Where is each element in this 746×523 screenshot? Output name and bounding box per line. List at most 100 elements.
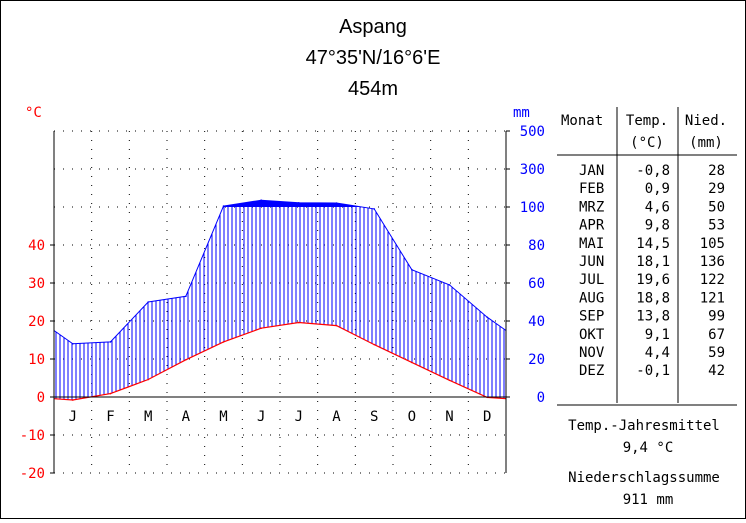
table-cell-month: SEP: [579, 309, 604, 325]
table-cell-precip: 136: [700, 254, 725, 270]
table-cell-precip: 42: [708, 363, 725, 379]
precip-tick-label: 300: [520, 162, 545, 178]
table-cell-temp: 19,6: [636, 272, 670, 288]
month-tick-label: M: [144, 409, 152, 425]
precipitation-point: [411, 268, 413, 271]
climate-table: Monat Temp. (°C) Nied. (mm) JAN -0,8 28 FEB…: [557, 107, 737, 406]
temperature-point: [222, 341, 225, 343]
precipitation-point: [72, 343, 74, 345]
temp-tick-label: 0: [37, 390, 45, 406]
precip-unit-label: mm: [513, 105, 530, 121]
temp-tick-label: 20: [28, 314, 45, 330]
month-tick-label: N: [445, 409, 453, 425]
precipitation-point: [260, 199, 262, 201]
table-cell-month: AUG: [579, 290, 604, 306]
precip-tick-label: 20: [528, 352, 545, 368]
temperature-point: [260, 327, 262, 330]
month-tick-label: A: [182, 409, 191, 425]
table-cell-temp: -0,1: [636, 363, 670, 379]
temp-unit-label: °C: [25, 105, 42, 121]
chart-titles: Aspang 47°35'N/16°6'E 454m: [306, 16, 441, 100]
month-tick-label: D: [483, 409, 491, 425]
annual-temp-label: Temp.-Jahresmittel: [568, 418, 720, 434]
table-cell-precip: 121: [700, 290, 725, 306]
table-cell-temp: 0,9: [645, 181, 670, 197]
table-cell-temp: 4,4: [645, 345, 670, 361]
temperature-point: [335, 324, 338, 327]
temperature-curve: [53, 321, 507, 401]
table-cell-month: NOV: [579, 345, 605, 361]
month-tick-label: J: [69, 409, 77, 425]
annual-precip-value: 911 mm: [623, 492, 674, 508]
precipitation-point: [298, 202, 300, 204]
table-header-temp: Temp.: [626, 113, 668, 129]
temperature-point: [411, 361, 413, 364]
table-cell-precip: 59: [708, 345, 725, 361]
precipitation-curve: [53, 199, 507, 345]
precipitation-point: [109, 341, 112, 343]
month-tick-label: F: [106, 409, 114, 425]
precipitation-point: [335, 202, 338, 204]
month-tick-label: A: [332, 409, 341, 425]
table-cell-month: JUN: [579, 254, 604, 270]
station-coordinates: 47°35'N/16°6'E: [306, 47, 441, 69]
month-tick-label: J: [257, 409, 265, 425]
month-tick-label: M: [219, 409, 227, 425]
table-cell-month: FEB: [579, 181, 604, 197]
table-cell-temp: 18,1: [636, 254, 670, 270]
temperature-point: [448, 379, 451, 382]
precip-tick-label: 100: [520, 200, 545, 216]
station-title: Aspang: [339, 16, 407, 38]
annual-temp-value: 9,4 °C: [623, 440, 674, 456]
table-cell-precip: 99: [708, 309, 725, 325]
table-cell-precip: 67: [708, 327, 725, 343]
annual-precip-label: Niederschlagssumme: [568, 470, 720, 486]
temperature-point: [109, 392, 112, 395]
month-tick-label: O: [408, 409, 416, 425]
plot-area: -20 -10 0 10 20 30 40 0 20 40 60 80 100 300 500 J F M A M J J…: [20, 124, 545, 482]
perhumid-fill: [224, 200, 362, 207]
table-header-temp-unit: (°C): [630, 135, 664, 151]
precipitation-point: [486, 316, 488, 319]
precip-tick-label: 80: [528, 238, 545, 254]
table-header-month: Monat: [561, 113, 603, 129]
precip-tick-label: 0: [537, 390, 545, 406]
table-cell-month: DEZ: [579, 363, 604, 379]
temperature-point: [72, 399, 74, 401]
table-cell-precip: 122: [700, 272, 725, 288]
table-cell-precip: 29: [708, 181, 725, 197]
precipitation-point: [147, 301, 149, 303]
temp-tick-label: 40: [28, 238, 45, 254]
table-cell-month: JAN: [579, 163, 604, 179]
table-cell-month: JUL: [579, 272, 604, 288]
table-header-precip-unit: (mm): [689, 135, 723, 151]
temp-tick-label: 10: [28, 352, 45, 368]
table-cell-precip: 28: [708, 163, 725, 179]
table-cell-precip: 53: [708, 218, 725, 234]
precip-tick-label: 60: [528, 276, 545, 292]
temperature-point: [147, 378, 149, 381]
table-cell-precip: 105: [700, 236, 725, 252]
temperature-point: [298, 321, 300, 324]
precipitation-point: [185, 295, 187, 298]
temperature-point: [185, 358, 187, 361]
table-rows: JAN -0,8 28 FEB 0,9 29 MRZ 4,6 50 APR 9,8 53 MAI 14,5…: [579, 163, 725, 379]
month-tick-label: S: [370, 409, 378, 425]
table-cell-temp: -0,8: [636, 163, 670, 179]
precipitation-point: [222, 205, 225, 207]
temp-tick-label: -20: [20, 466, 45, 482]
table-cell-month: OKT: [579, 327, 605, 343]
table-cell-temp: 9,1: [645, 327, 670, 343]
precip-tick-label: 500: [520, 124, 545, 140]
table-cell-temp: 4,6: [645, 199, 670, 215]
month-tick-label: J: [295, 409, 303, 425]
table-cell-month: MAI: [579, 236, 604, 252]
table-cell-month: APR: [579, 218, 605, 234]
table-cell-temp: 18,8: [636, 290, 670, 306]
precipitation-point: [373, 208, 375, 210]
table-cell-temp: 13,8: [636, 309, 670, 325]
precipitation-point: [448, 284, 451, 286]
table-cell-month: MRZ: [579, 199, 604, 215]
